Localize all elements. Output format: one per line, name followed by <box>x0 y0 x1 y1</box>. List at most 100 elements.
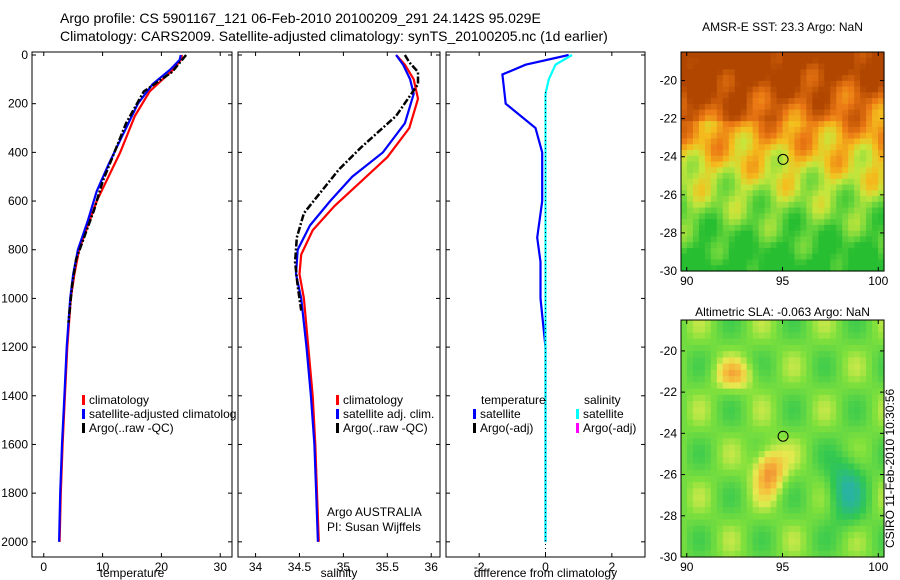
map-cell <box>776 363 784 371</box>
map-cell <box>878 52 885 59</box>
map-cell <box>788 161 796 168</box>
map-cell <box>830 167 837 174</box>
map-cell <box>704 320 712 327</box>
map-cell <box>806 363 813 371</box>
map-cell <box>686 242 694 249</box>
map-cell <box>866 184 873 191</box>
map-cell <box>770 419 778 427</box>
map-cell <box>800 344 807 352</box>
map-cell <box>758 363 766 371</box>
map-cell <box>848 357 855 365</box>
map-cell <box>734 253 742 261</box>
map-cell <box>728 413 736 421</box>
map-cell <box>878 144 885 151</box>
map-cell <box>776 513 784 521</box>
map-cell <box>800 463 807 471</box>
map-cell <box>752 173 760 180</box>
map-cell <box>698 532 706 539</box>
map-cell <box>716 482 724 489</box>
map-cell <box>878 525 885 533</box>
map-cell <box>681 126 688 134</box>
map-cell <box>848 432 855 440</box>
map-cell <box>848 550 855 558</box>
map-cell <box>854 236 861 243</box>
map-cell <box>692 376 700 383</box>
map-cell <box>806 144 813 151</box>
map-cell <box>794 196 802 203</box>
map-cell <box>848 382 855 390</box>
map-cell <box>872 351 879 359</box>
map-cell <box>728 52 736 59</box>
map-x-tick-label: 90 <box>680 560 694 574</box>
map-cell <box>776 75 784 82</box>
map-cell <box>686 190 694 197</box>
map-cell <box>866 438 873 446</box>
map-cell <box>878 369 885 377</box>
map-cell <box>710 432 718 440</box>
map-cell <box>686 98 694 105</box>
map-cell <box>878 338 885 346</box>
map-cell <box>782 382 790 390</box>
map-cell <box>681 494 688 502</box>
map-cell <box>746 500 754 508</box>
map-cell <box>692 265 700 272</box>
map-cell <box>836 149 843 157</box>
map-cell <box>710 500 718 508</box>
map-cell <box>758 463 766 471</box>
map-y-tick-label: -30 <box>660 264 678 278</box>
map-cell <box>824 126 831 134</box>
map-y-tick-label: -22 <box>660 112 678 126</box>
map-cell <box>836 469 843 477</box>
map-cell <box>692 494 700 502</box>
map-cell <box>830 457 837 465</box>
y-tick-label: 1200 <box>1 340 28 354</box>
map-cell <box>818 86 825 93</box>
map-cell <box>842 213 849 220</box>
map-cell <box>854 513 861 521</box>
map-cell <box>716 184 724 191</box>
map-cell <box>812 149 819 157</box>
map-cell <box>728 388 736 396</box>
map-cell <box>740 550 748 558</box>
map-cell <box>788 259 796 266</box>
map-cell <box>752 63 760 70</box>
map-cell <box>722 388 730 396</box>
map-cell <box>848 57 855 65</box>
map-cell <box>692 138 700 145</box>
map-cell <box>698 242 706 249</box>
map-cell <box>746 475 754 483</box>
map-cell <box>866 532 873 539</box>
map-cell <box>764 63 772 70</box>
map-cell <box>878 196 885 203</box>
map-cell <box>728 230 736 238</box>
map-cell <box>830 57 837 65</box>
map-cell <box>872 326 879 334</box>
map-cell <box>854 507 861 514</box>
map-cell <box>878 550 885 558</box>
map-cell <box>824 86 831 93</box>
map-cell <box>734 190 742 197</box>
map-cell <box>758 388 766 396</box>
map-cell <box>788 376 796 383</box>
map-cell <box>782 500 790 508</box>
map-cell <box>860 326 867 334</box>
map-cell <box>836 320 843 327</box>
map-cell <box>740 253 748 261</box>
map-cell <box>788 207 796 214</box>
map-cell <box>686 475 694 483</box>
map-cell <box>854 401 861 408</box>
map-cell <box>740 320 748 327</box>
map-cell <box>752 69 760 76</box>
map-cell <box>872 338 879 346</box>
map-cell <box>782 326 790 334</box>
map-cell <box>681 469 688 477</box>
map-cell <box>704 500 712 508</box>
map-cell <box>728 92 736 99</box>
map-cell <box>764 80 772 88</box>
map-cell <box>776 144 784 151</box>
map-cell <box>854 320 861 327</box>
map-cell <box>770 167 778 174</box>
map-cell <box>866 75 873 82</box>
map-cell <box>800 326 807 334</box>
map-cell <box>686 196 694 203</box>
